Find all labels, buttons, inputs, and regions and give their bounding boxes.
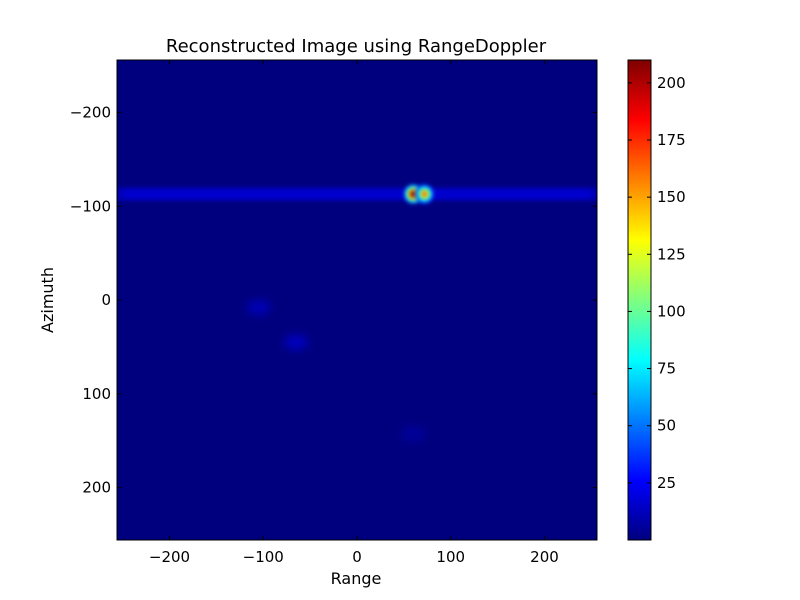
heatmap-features [117, 184, 597, 443]
x-tick-label: 200 [530, 548, 559, 566]
colorbar-tick-label: 175 [657, 131, 686, 149]
x-tick-label: −100 [243, 548, 284, 566]
y-tick-label: −200 [70, 104, 111, 122]
x-axis-label: Range [331, 569, 382, 588]
heatmap-blob [246, 299, 271, 316]
heatmap-point-peak [421, 190, 428, 198]
colorbar-tick-label: 50 [657, 417, 676, 435]
x-tick-label: 100 [436, 548, 465, 566]
colorbar-tick-label: 150 [657, 188, 686, 206]
colorbar-tick-label: 200 [657, 74, 686, 92]
y-axis-ticks: −200 −100 0 100 200 [70, 104, 597, 497]
plot-area [116, 59, 598, 541]
colorbar-ticks: 25 50 75 100 125 150 175 200 [628, 74, 686, 492]
heatmap-streak [117, 188, 597, 201]
x-tick-label: 0 [352, 548, 362, 566]
colorbar-gradient [627, 59, 652, 541]
colorbar-tick-label: 125 [657, 245, 686, 263]
heatmap-background [117, 60, 597, 540]
heatmap-blob [401, 426, 426, 443]
heatmap-blob [284, 334, 309, 351]
chart-title: Reconstructed Image using RangeDoppler [166, 36, 547, 57]
y-tick-label: 200 [82, 479, 111, 497]
heatmap-point-peak [410, 190, 417, 198]
colorbar-tick-label: 75 [657, 360, 676, 378]
colorbar-tick-label: 25 [657, 474, 676, 492]
colorbar: 25 50 75 100 125 150 175 200 [627, 59, 686, 541]
x-tick-label: −200 [149, 548, 190, 566]
x-axis-ticks: −200 −100 0 100 200 [149, 60, 559, 566]
y-tick-label: 100 [82, 385, 111, 403]
y-tick-label: −100 [70, 197, 111, 215]
colorbar-tick-label: 100 [657, 302, 686, 320]
y-axis-label: Azimuth [38, 267, 57, 333]
y-tick-label: 0 [101, 291, 111, 309]
